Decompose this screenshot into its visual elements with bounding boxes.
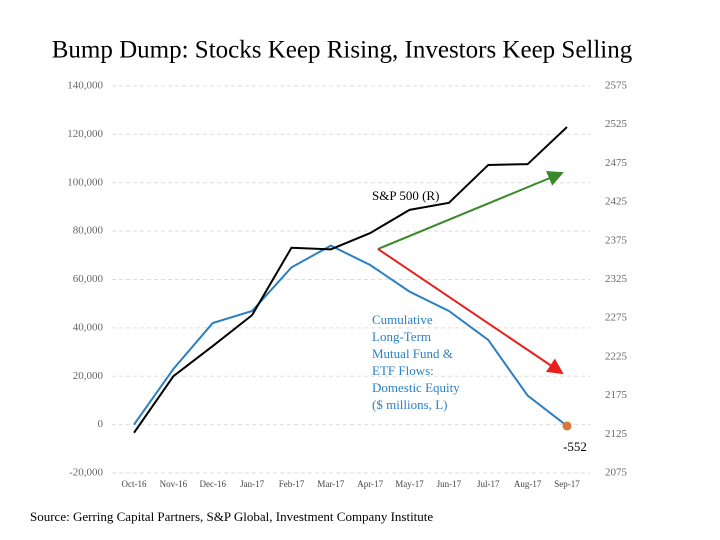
x-tick-label: Jan-17 (240, 479, 264, 489)
y2-tick-label: 2125 (605, 428, 628, 440)
y2-tick-label: 2375 (605, 234, 628, 246)
y2-tick-label: 2525 (605, 118, 628, 130)
x-tick-label: Oct-16 (122, 479, 147, 489)
y2-tick-label: 2425 (605, 196, 628, 208)
source: Source: Gerring Capital Partners, S&P Gl… (30, 509, 433, 524)
sp500-annotation: S&P 500 (R) (372, 188, 439, 203)
y-tick-label: 0 (98, 418, 104, 430)
x-tick-label: Sep-17 (554, 479, 580, 489)
y2-tick-label: 2175 (605, 389, 628, 401)
y2-tick-label: 2075 (605, 467, 628, 479)
y-tick-label: 120,000 (67, 128, 103, 140)
y-tick-label: 20,000 (73, 370, 104, 382)
y2-tick-label: 2475 (605, 157, 628, 169)
y2-tick-label: 2275 (605, 312, 628, 324)
arrow-down (377, 248, 564, 375)
x-tick-label: Jun-17 (437, 479, 462, 489)
annotation-line: Domestic Equity (372, 380, 460, 395)
x-tick-label: Aug-17 (514, 479, 542, 489)
x-tick-label: Feb-17 (279, 479, 305, 489)
annotation-line: Mutual Fund & (372, 346, 453, 361)
y-tick-label: 60,000 (73, 273, 104, 285)
y-tick-label: 140,000 (67, 80, 103, 92)
annotation-line: ETF Flows: (372, 363, 434, 378)
y2-tick-label: 2575 (605, 80, 628, 92)
y2-tick-label: 2325 (605, 273, 628, 285)
x-tick-label: Apr-17 (357, 479, 383, 489)
series-line (133, 244, 568, 427)
x-tick-label: Dec-16 (199, 479, 226, 489)
y-tick-label: -20,000 (69, 467, 103, 479)
y-tick-label: 40,000 (73, 321, 104, 333)
x-tick-label: Jul-17 (477, 479, 500, 489)
annotation-line: ($ millions, L) (372, 397, 447, 412)
x-tick-label: May-17 (395, 479, 424, 489)
x-tick-label: Nov-16 (160, 479, 188, 489)
annotation-line: Cumulative (372, 312, 433, 327)
y2-tick-label: 2225 (605, 350, 628, 362)
plot: -20,000 0 20,000 40,000 60,000 80,000 100,000 1… (67, 80, 627, 490)
chart-title: Bump Dump: Stocks Keep Rising, Investors… (52, 37, 633, 64)
end-marker (562, 421, 572, 431)
annotation-line: Long-Term (372, 329, 431, 344)
end-value-label: -552 (563, 439, 587, 454)
flows-annotation: Cumulative Long-Term Mutual Fund & ETF F… (372, 312, 460, 412)
arrow-up (377, 170, 564, 250)
x-tick-label: Mar-17 (317, 479, 344, 489)
y-tick-label: 100,000 (67, 176, 103, 188)
y-tick-label: 80,000 (73, 225, 104, 237)
series-line (133, 126, 568, 434)
